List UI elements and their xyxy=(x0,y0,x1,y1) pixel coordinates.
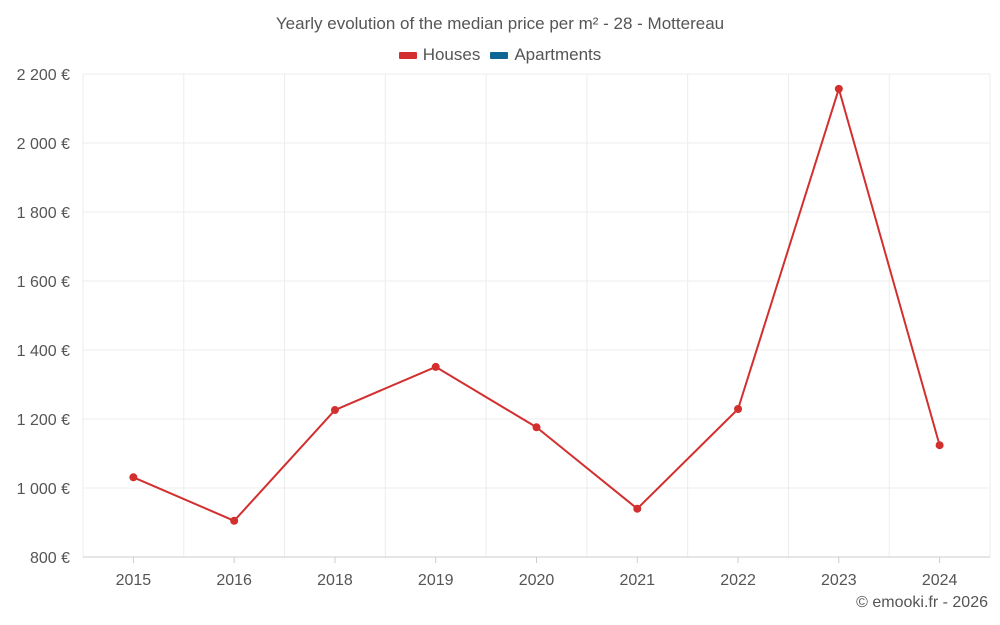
x-tick-label: 2022 xyxy=(720,572,756,589)
data-point[interactable] xyxy=(633,504,642,513)
x-tick-label: 2016 xyxy=(216,572,252,589)
y-tick-label: 1 600 € xyxy=(17,274,70,291)
x-tick-label: 2019 xyxy=(418,572,454,589)
y-tick-label: 1 400 € xyxy=(17,343,70,360)
data-point[interactable] xyxy=(431,362,440,371)
y-tick-label: 800 € xyxy=(30,550,70,567)
data-point[interactable] xyxy=(230,516,239,525)
grid-lines xyxy=(82,73,991,558)
series-layer xyxy=(129,84,944,525)
data-point[interactable] xyxy=(330,406,339,415)
legend-swatch-houses xyxy=(398,51,417,59)
y-tick-label: 2 200 € xyxy=(17,67,70,84)
y-tick-label: 1 000 € xyxy=(17,481,70,498)
x-tick-label: 2015 xyxy=(116,572,152,589)
legend-swatch-apartments xyxy=(490,51,509,59)
series-line-houses xyxy=(132,87,941,522)
x-tick-label: 2023 xyxy=(821,572,857,589)
y-axis-labels: 800 € 1 000 € 1 200 € 1 400 € 1 600 € 1 800 €… xyxy=(17,67,70,567)
x-tick-label: 2018 xyxy=(317,572,353,589)
x-tick-label: 2020 xyxy=(519,572,555,589)
chart-title: Yearly evolution of the median price per… xyxy=(275,14,725,33)
data-point[interactable] xyxy=(834,84,843,93)
data-point[interactable] xyxy=(129,473,138,482)
legend-item-houses[interactable]: Houses xyxy=(398,45,481,65)
y-tick-label: 1 200 € xyxy=(17,412,70,429)
x-tick-label: 2024 xyxy=(922,572,958,589)
chart-legend: Houses Apartments xyxy=(0,45,1000,65)
y-tick-label: 2 000 € xyxy=(17,136,70,153)
legend-label-apartments: Apartments xyxy=(514,45,602,64)
legend-label-houses: Houses xyxy=(422,45,481,64)
x-tick-label: 2021 xyxy=(619,572,655,589)
y-tick-label: 1 800 € xyxy=(17,205,70,222)
x-axis-labels: 2015 2016 2018 2019 2020 2021 2022 2023 2024 xyxy=(116,557,958,589)
data-point[interactable] xyxy=(532,423,541,432)
credit-text: © emooki.fr - 2026 xyxy=(856,594,988,611)
data-point[interactable] xyxy=(734,404,743,413)
legend-item-apartments[interactable]: Apartments xyxy=(490,45,601,65)
data-point[interactable] xyxy=(935,441,944,450)
